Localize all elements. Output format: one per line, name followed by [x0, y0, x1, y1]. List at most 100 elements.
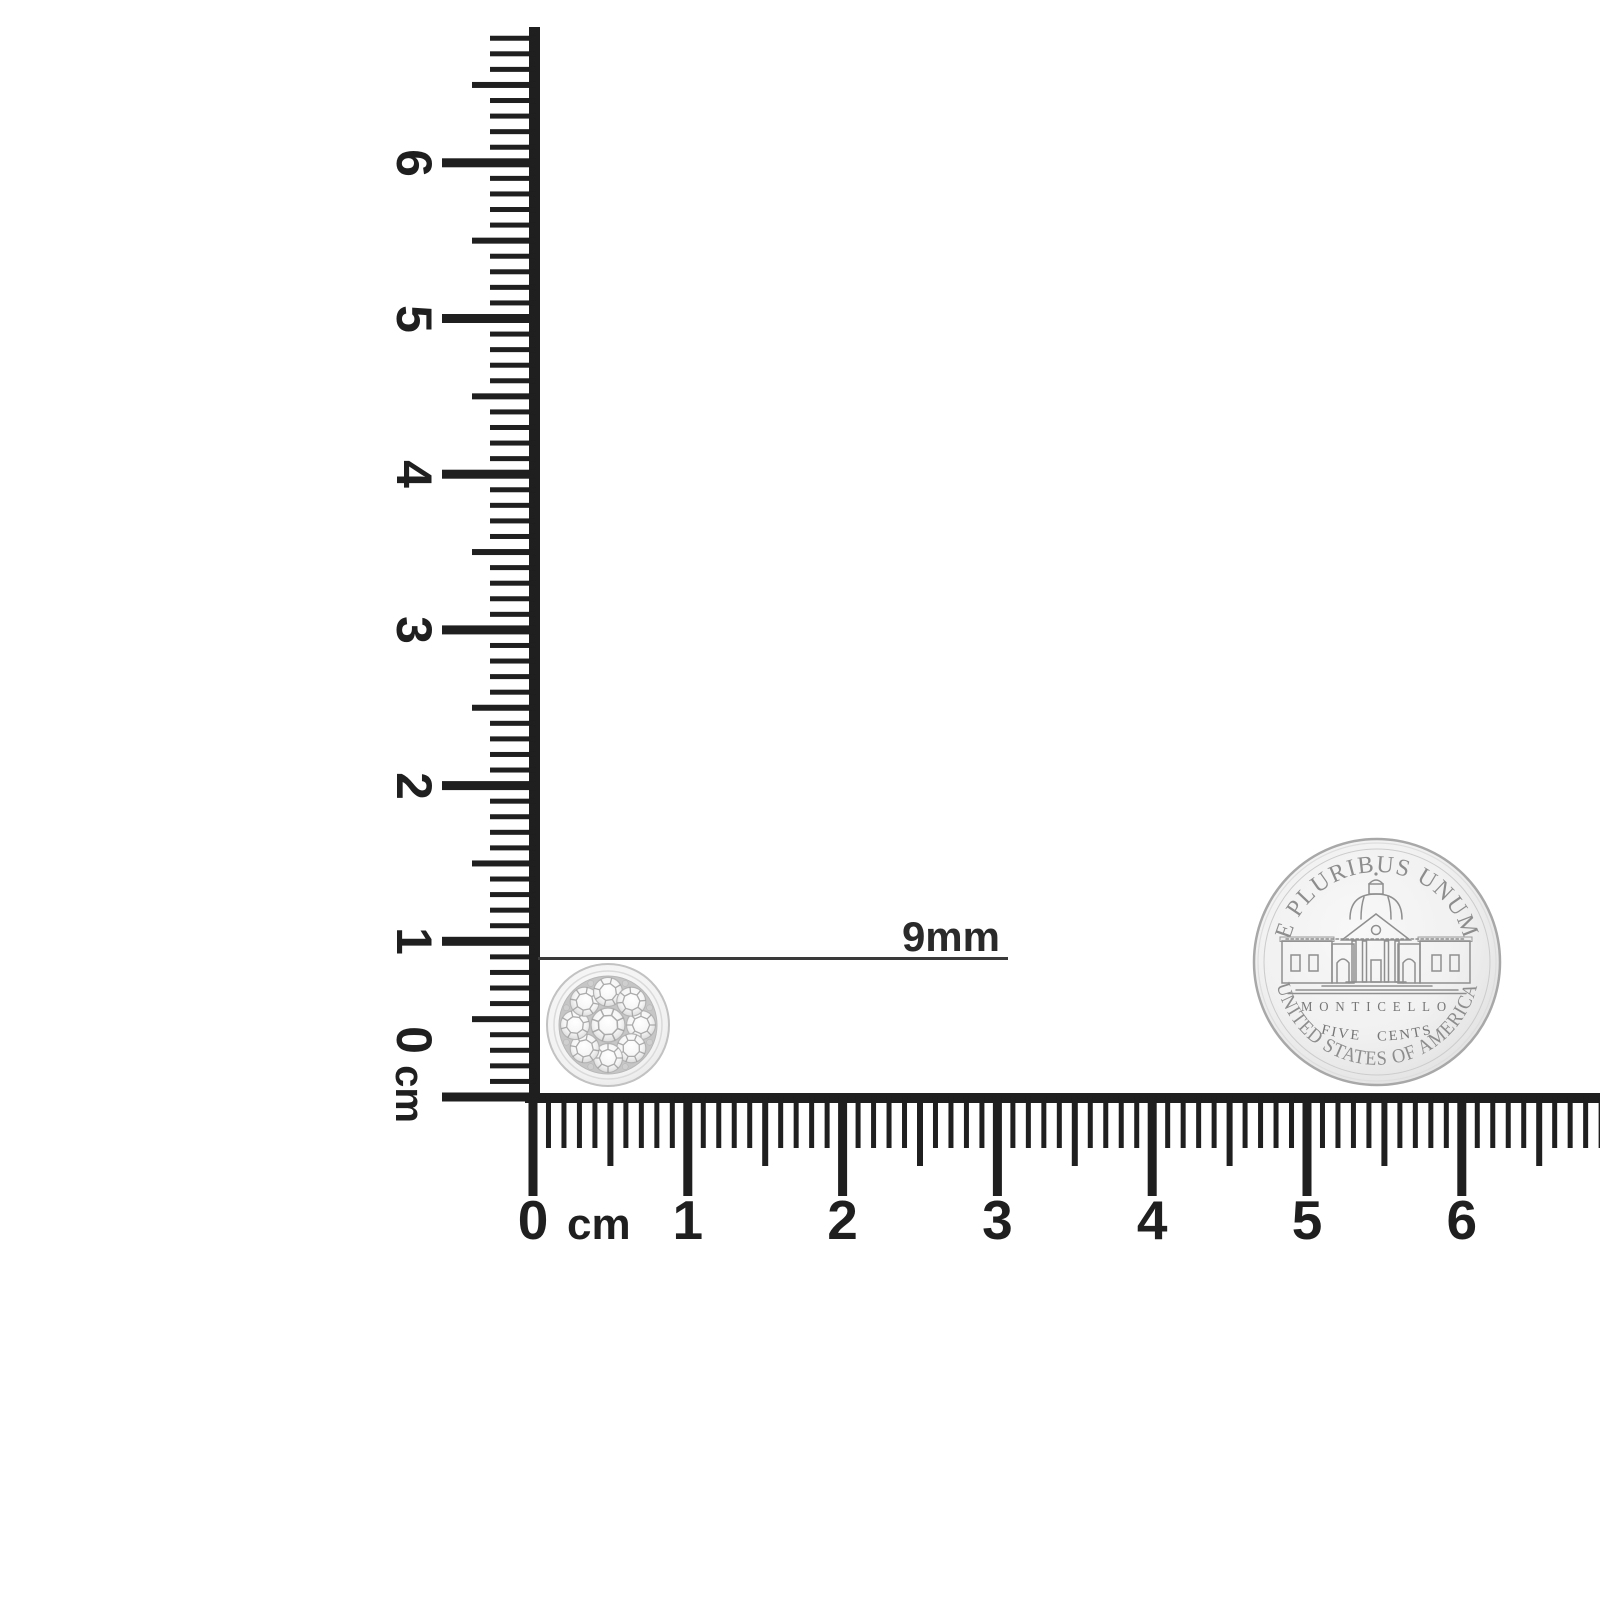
earring-prong-beads — [563, 980, 653, 1070]
ruler-tick — [731, 1096, 737, 1148]
ruler-tick — [917, 1096, 923, 1166]
horizontal-ruler-label-4: 4 — [1137, 1189, 1168, 1251]
monticello-building-icon — [1279, 872, 1473, 995]
ruler-tick — [1428, 1096, 1434, 1148]
ruler-tick — [1397, 1096, 1403, 1148]
diamond-cluster-earring-icon — [546, 963, 670, 1087]
coin-rim-highlight — [1257, 842, 1497, 1082]
horizontal-ruler-label-2: 2 — [827, 1189, 858, 1251]
horizontal-ruler-label-6: 6 — [1447, 1189, 1478, 1251]
ruler-tick — [490, 658, 537, 664]
ruler-tick — [490, 596, 537, 602]
ruler-tick — [1041, 1096, 1047, 1148]
ruler-tick — [490, 1047, 537, 1053]
ruler-tick — [992, 1096, 1002, 1196]
ruler-tick — [490, 751, 537, 757]
coin-building-label: MONTICELLO — [1301, 1000, 1453, 1015]
ruler-tick — [1258, 1096, 1264, 1148]
ruler-tick — [442, 936, 537, 946]
vertical-ruler-label-2: 2 — [386, 772, 442, 800]
ruler-tick — [472, 1016, 537, 1023]
ruler-tick — [1118, 1096, 1124, 1148]
ruler-tick — [1302, 1096, 1312, 1196]
ruler-tick — [1583, 1096, 1589, 1148]
ruler-tick — [1443, 1096, 1449, 1148]
ruler-tick — [838, 1096, 848, 1196]
ruler-tick — [1056, 1096, 1062, 1148]
ruler-tick — [490, 892, 537, 898]
ruler-tick — [793, 1096, 799, 1148]
ruler-tick — [490, 1063, 537, 1069]
ruler-tick — [490, 1078, 537, 1084]
ruler-tick — [1180, 1096, 1186, 1148]
ruler-tick — [490, 378, 537, 384]
ruler-tick — [1490, 1096, 1496, 1148]
ruler-tick — [442, 625, 537, 635]
horizontal-ruler-unit: cm — [567, 1200, 631, 1249]
ruler-tick — [490, 923, 537, 929]
ruler-tick — [490, 409, 537, 415]
vertical-ruler-label-3: 3 — [386, 616, 442, 644]
ruler-tick — [490, 35, 537, 41]
ruler-tick — [472, 237, 537, 244]
ruler-tick — [948, 1096, 954, 1148]
ruler-tick — [1536, 1096, 1543, 1166]
ruler-tick — [1273, 1096, 1279, 1148]
ruler-tick — [490, 565, 537, 571]
ruler-tick — [1567, 1096, 1573, 1148]
ruler-tick — [490, 674, 537, 680]
ruler-tick — [1505, 1096, 1511, 1148]
ruler-tick — [490, 284, 537, 290]
ruler-tick — [716, 1096, 722, 1148]
ruler-tick — [490, 720, 537, 726]
ruler-tick — [490, 362, 537, 368]
ruler-tick — [576, 1096, 582, 1148]
ruler-tick — [545, 1096, 551, 1148]
horizontal-ruler-label-0: 0 — [518, 1189, 549, 1251]
ruler-tick — [963, 1096, 969, 1148]
ruler-tick — [472, 860, 537, 867]
ruler-tick — [1521, 1096, 1527, 1148]
ruler-tick — [490, 113, 537, 119]
ruler-tick — [1025, 1096, 1031, 1148]
ruler-tick — [442, 469, 537, 479]
ruler-tick — [669, 1096, 675, 1148]
ruler-tick — [1289, 1096, 1295, 1148]
ruler-tick — [490, 331, 537, 337]
ruler-tick — [1103, 1096, 1109, 1148]
ruler-tick — [1366, 1096, 1372, 1148]
ruler-tick — [490, 845, 537, 851]
ruler-tick — [747, 1096, 753, 1148]
nickel-coin-icon: E PLURIBUS UNUM UNITED STATES OF AMERICA… — [1252, 837, 1502, 1087]
measurement-label: 9mm — [902, 913, 1000, 960]
ruler-tick — [638, 1096, 644, 1148]
ruler-tick — [490, 207, 537, 213]
ruler-tick — [902, 1096, 908, 1148]
ruler-tick — [490, 98, 537, 104]
ruler-tick — [490, 611, 537, 617]
horizontal-ruler-label-3: 3 — [982, 1189, 1013, 1251]
ruler-tick — [1087, 1096, 1093, 1148]
ruler-tick — [809, 1096, 815, 1148]
ruler-tick — [472, 704, 537, 711]
ruler-tick — [490, 1001, 537, 1007]
ruler-tick — [490, 518, 537, 524]
ruler-tick — [592, 1096, 598, 1148]
ruler-tick — [683, 1096, 693, 1196]
ruler-tick — [490, 502, 537, 508]
vertical-ruler-unit: cm — [387, 1065, 431, 1123]
ruler-tick — [442, 158, 537, 168]
ruler-tick — [1381, 1096, 1388, 1166]
ruler-tick — [1242, 1096, 1248, 1148]
ruler-tick — [886, 1096, 892, 1148]
ruler-tick — [1226, 1096, 1233, 1166]
ruler-tick — [472, 549, 537, 556]
ruler-tick — [472, 81, 537, 88]
measurement-annotation: 9mm — [538, 913, 1008, 960]
ruler-tick — [1134, 1096, 1140, 1148]
ruler-tick — [490, 736, 537, 742]
ruler-tick — [1598, 1096, 1600, 1148]
ruler-tick — [490, 533, 537, 539]
vertical-ruler-label-1: 1 — [386, 927, 442, 955]
